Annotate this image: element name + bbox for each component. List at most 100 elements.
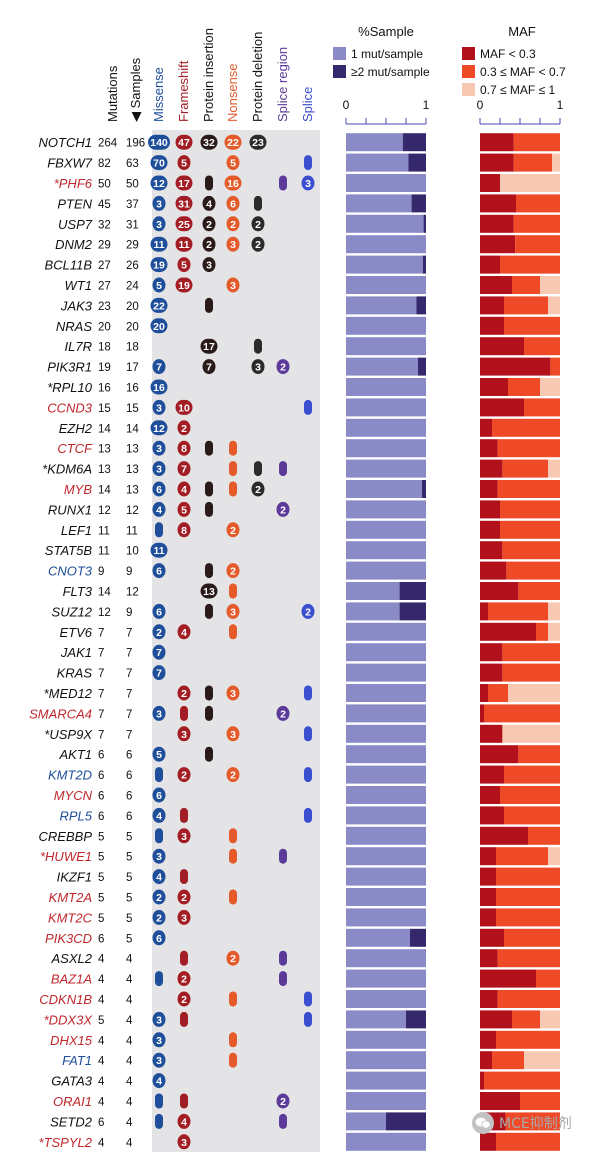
nonsense-mark-usp7-label: 2: [230, 219, 236, 231]
pct-one-mut-bar-kdm6a: [346, 459, 426, 478]
samples-count-jak1: 7: [126, 648, 132, 660]
header-protein-deletion: Protein deletion: [250, 32, 265, 122]
mutations-count-smarca4: 7: [98, 709, 104, 721]
header-mutations: Mutations: [105, 65, 120, 122]
deletion-mark-myb: [251, 481, 265, 497]
nonsense-mark-kmt2a: [229, 889, 237, 905]
maf-mid-bar-rpl5: [504, 806, 560, 825]
insertion-mark-pik3r1: [202, 359, 216, 375]
maf-mid-bar-med12: [488, 684, 508, 702]
missense-mark-ezh2-label: 12: [153, 423, 165, 435]
missense-mark-gata3-label: 4: [156, 1076, 162, 1088]
missense-mark-usp7-label: 3: [156, 219, 162, 231]
deletion-mark-usp7: [251, 216, 265, 232]
maf-mid-bar-pik3r1: [550, 357, 560, 376]
samples-count-kmt2d: 6: [126, 770, 132, 782]
nonsense-mark-etv6: [229, 624, 237, 640]
missense-mark-phf6: [150, 175, 168, 191]
splice-mark-kmt2d: [304, 767, 312, 783]
samples-count-cnot3: 9: [126, 566, 132, 578]
chat-bubble-icon: [472, 1112, 494, 1134]
maf-low-bar-usp7: [480, 214, 514, 233]
deletion-mark-notch1: [249, 134, 267, 150]
pct-tick-0: 0: [343, 98, 350, 112]
frameshift-mark-kmt2c-label: 3: [181, 912, 187, 924]
missense-mark-bcl11b: [150, 257, 168, 273]
frameshift-mark-kdm6a: [177, 461, 191, 477]
missense-mark-kmt2c-label: 2: [156, 912, 162, 924]
missense-mark-notch1-label: 140: [150, 137, 168, 149]
gene-label-kdm6a: *KDM6A: [42, 462, 92, 477]
pct-one-mut-bar-crebbp: [346, 826, 426, 845]
missense-mark-nras: [150, 318, 168, 334]
insertion-mark-med12: [205, 685, 213, 701]
maf-low-bar-kmt2a: [480, 888, 496, 906]
missense-mark-myb-label: 6: [156, 484, 162, 496]
maf-mid-bar-rpl10: [508, 378, 540, 396]
splice_region-mark-setd2: [279, 1113, 287, 1129]
missense-mark-rpl5: [152, 807, 166, 823]
samples-count-bcl11b: 26: [126, 260, 139, 272]
pct-one-mut-bar-notch1: [346, 133, 403, 152]
insertion-mark-usp7: [202, 216, 216, 232]
missense-mark-wt1-label: 5: [156, 280, 162, 292]
pct-two-mut-bar-pik3cd: [410, 928, 426, 947]
gene-label-mycn: MYCN: [54, 788, 93, 803]
gene-label-kmt2d: KMT2D: [48, 768, 92, 783]
pct-one-mut-bar-ikzf1: [346, 867, 426, 886]
nonsense-mark-myb: [229, 481, 237, 497]
mutations-count-orai1: 4: [98, 1097, 105, 1109]
legend-label-one-mut: 1 mut/sample: [351, 47, 423, 61]
samples-count-ddx3x: 4: [126, 1015, 133, 1027]
nonsense-mark-kmt2d: [226, 767, 240, 783]
deletion-mark-usp7-label: 2: [255, 219, 261, 231]
samples-count-fat1: 4: [126, 1056, 133, 1068]
mutations-count-kmt2a: 5: [98, 893, 104, 905]
pct-one-mut-bar-tspyl2: [346, 1132, 426, 1151]
mutations-count-med12: 7: [98, 689, 104, 701]
maf-low-bar-crebbp: [480, 826, 528, 845]
maf-low-bar-tspyl2: [480, 1132, 496, 1151]
maf-mid-bar-asxl2: [497, 949, 560, 968]
deletion-mark-dnm2: [251, 236, 265, 252]
gene-label-smarca4: SMARCA4: [29, 706, 92, 721]
mutations-count-dhx15: 4: [98, 1035, 105, 1047]
deletion-mark-pik3r1-label: 3: [255, 362, 261, 374]
header-samples: ◀ Samples: [128, 57, 143, 122]
pct-one-mut-bar-suz12: [346, 602, 400, 621]
maf-title: MAF: [508, 24, 536, 39]
insertion-mark-notch1: [200, 134, 218, 150]
gene-label-kras: KRAS: [57, 666, 93, 681]
samples-count-rpl10: 16: [126, 383, 139, 395]
mutations-count-kmt2c: 5: [98, 913, 104, 925]
frameshift-mark-usp9x: [177, 726, 191, 742]
maf-mid-bar-setd2: [505, 1112, 560, 1131]
nonsense-mark-dnm2: [226, 236, 240, 252]
legend-label-maf-low: MAF < 0.3: [480, 47, 536, 61]
gene-label-baz1a: BAZ1A: [51, 972, 92, 987]
maf-high-bar-fat1: [524, 1051, 560, 1070]
maf-mid-bar-fbxw7: [513, 153, 552, 172]
gene-label-fat1: FAT1: [62, 1053, 92, 1068]
pct-tick-1: 1: [423, 98, 430, 112]
gene-label-ikzf1: IKZF1: [57, 870, 92, 885]
mutations-count-ezh2: 14: [98, 423, 111, 435]
frameshift-mark-cdkn1b-label: 2: [181, 994, 187, 1006]
maf-low-bar-runx1: [480, 500, 500, 519]
missense-mark-lef1: [155, 522, 163, 538]
frameshift-mark-setd2-label: 4: [181, 1116, 187, 1128]
missense-mark-baz1a: [155, 971, 163, 987]
pct-one-mut-bar-phf6: [346, 174, 426, 192]
frameshift-mark-ccnd3-label: 10: [178, 402, 190, 414]
frameshift-mark-usp7-label: 25: [178, 219, 190, 231]
maf-low-bar-notch1: [480, 133, 514, 152]
insertion-mark-dnm2-label: 2: [206, 239, 212, 251]
pct-one-mut-bar-nras: [346, 316, 426, 335]
nonsense-mark-wt1: [226, 277, 240, 293]
gene-label-setd2: SETD2: [50, 1114, 93, 1129]
missense-mark-ddx3x: [152, 1011, 166, 1027]
maf-mid-bar-ddx3x: [512, 1010, 540, 1029]
missense-mark-kras-label: 7: [156, 668, 162, 680]
maf-low-bar-stat5b: [480, 541, 503, 560]
